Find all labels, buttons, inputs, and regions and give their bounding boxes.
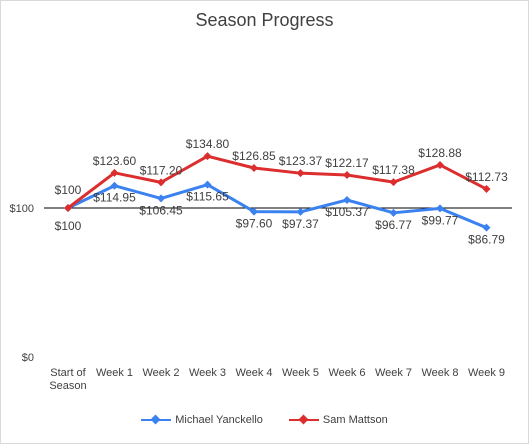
data-label: $114.95 [93,191,136,205]
data-label: $117.20 [140,163,183,177]
chart-legend: Michael Yanckello Sam Mattson [0,414,529,426]
x-axis-ticks: Start of Season Week 1 Week 2 Week 3 Week 4 We… [49,367,505,392]
y-tick-label: $0 [22,352,34,364]
data-label: $86.79 [468,233,505,247]
data-label: $128.88 [418,146,462,160]
data-point [250,207,258,216]
data-point [343,195,351,204]
y-tick-label: $100 [10,203,34,215]
data-label: $112.73 [465,170,508,184]
y-axis-ticks: $0 $100 [10,203,34,364]
data-point [343,170,351,179]
data-label: $96.77 [375,218,412,232]
data-point [110,181,119,190]
data-label: $97.60 [236,217,273,231]
x-tick-label: Start of Season [49,367,86,392]
data-label: $134.80 [186,137,230,151]
data-point [203,152,212,161]
x-tick-label: Week 5 [282,367,319,379]
series-1 [64,180,491,232]
series-line [67,154,488,210]
data-labels: $100 $114.95$106.45$115.65 $97.60 $97.37 $10… [55,137,508,247]
x-tick-label: Week 8 [421,367,458,379]
data-label: $123.60 [93,154,137,168]
legend-label: Sam Mattson [322,414,388,426]
data-label: $100 [55,183,82,197]
x-tick-label: Week 4 [235,367,272,379]
data-point [389,178,398,187]
data-label: $126.85 [232,149,276,163]
legend-swatch [141,415,172,425]
data-label: $122.17 [325,156,369,170]
data-label: $106.45 [139,203,183,217]
x-tick-label: Week 7 [375,367,412,379]
data-point [64,204,72,212]
data-point [296,207,305,216]
x-tick-label: Week 2 [142,367,179,379]
data-label: $99.77 [422,213,459,227]
data-point [157,194,165,203]
data-point [436,160,444,169]
x-tick-label: Week 1 [96,367,133,379]
data-point [157,178,165,187]
data-label: $115.65 [186,190,229,204]
data-point [389,208,398,217]
series-lines [64,152,491,232]
data-label: $105.37 [325,205,369,219]
data-point [436,204,444,213]
series-2 [64,152,491,212]
data-label: $100 [55,219,82,233]
legend-label: Michael Yanckello [175,414,263,426]
data-point [203,180,212,189]
data-label: $117.38 [372,163,415,177]
x-tick-label: Week 6 [328,367,365,379]
chart-title: Season Progress [195,10,334,30]
x-tick-label: Week 3 [189,367,226,379]
data-label: $97.37 [282,217,319,231]
data-point [482,185,491,194]
data-point [296,169,305,178]
legend-item: Sam Mattson [288,414,388,426]
data-point [110,168,119,177]
x-tick-label: Week 9 [468,367,505,379]
legend-swatch [288,415,319,425]
legend-item: Michael Yanckello [141,414,263,426]
data-point [250,163,258,172]
series-line [67,183,488,230]
data-point [482,223,491,232]
data-label: $123.37 [279,154,323,168]
